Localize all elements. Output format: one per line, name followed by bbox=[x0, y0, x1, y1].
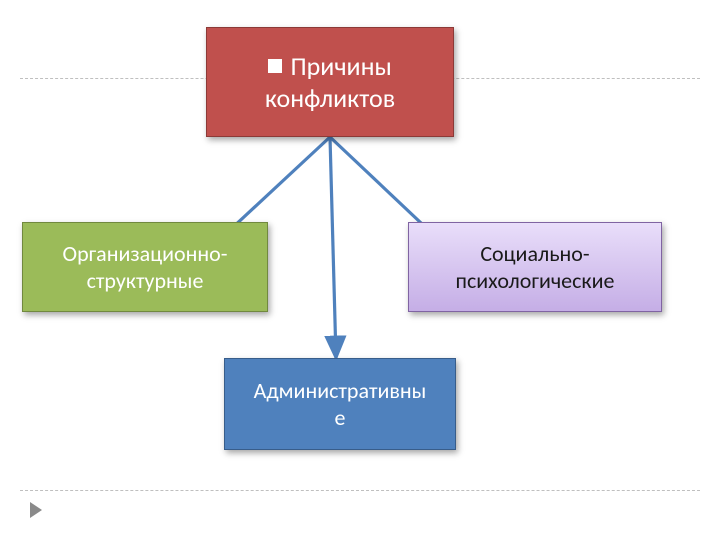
bullet-icon bbox=[268, 59, 282, 73]
child-content: Организационно- структурные bbox=[63, 240, 228, 295]
root-label-line2: конфликтов bbox=[265, 82, 395, 115]
child-node-admin: Административны е bbox=[224, 358, 456, 450]
child-content: Социально- психологические bbox=[456, 240, 615, 295]
root-label-line1: Причины bbox=[290, 50, 391, 82]
next-slide-icon[interactable] bbox=[30, 502, 42, 518]
root-node: Причины конфликтов bbox=[206, 27, 454, 137]
child-label-line2: структурные bbox=[63, 267, 228, 295]
child-label-line2: психологические bbox=[456, 267, 615, 295]
root-line1: Причины bbox=[265, 50, 395, 83]
bottom-divider bbox=[20, 490, 700, 491]
child-label-line1: Административны bbox=[254, 377, 427, 405]
root-content: Причины конфликтов bbox=[265, 50, 395, 115]
child-label-line1: Организационно- bbox=[63, 240, 228, 268]
child-content: Административны е bbox=[254, 377, 427, 432]
child-node-social: Социально- психологические bbox=[408, 222, 662, 312]
child-label-line1: Социально- bbox=[456, 240, 615, 268]
child-label-line2: е bbox=[254, 404, 427, 432]
child-node-org: Организационно- структурные bbox=[22, 222, 268, 312]
